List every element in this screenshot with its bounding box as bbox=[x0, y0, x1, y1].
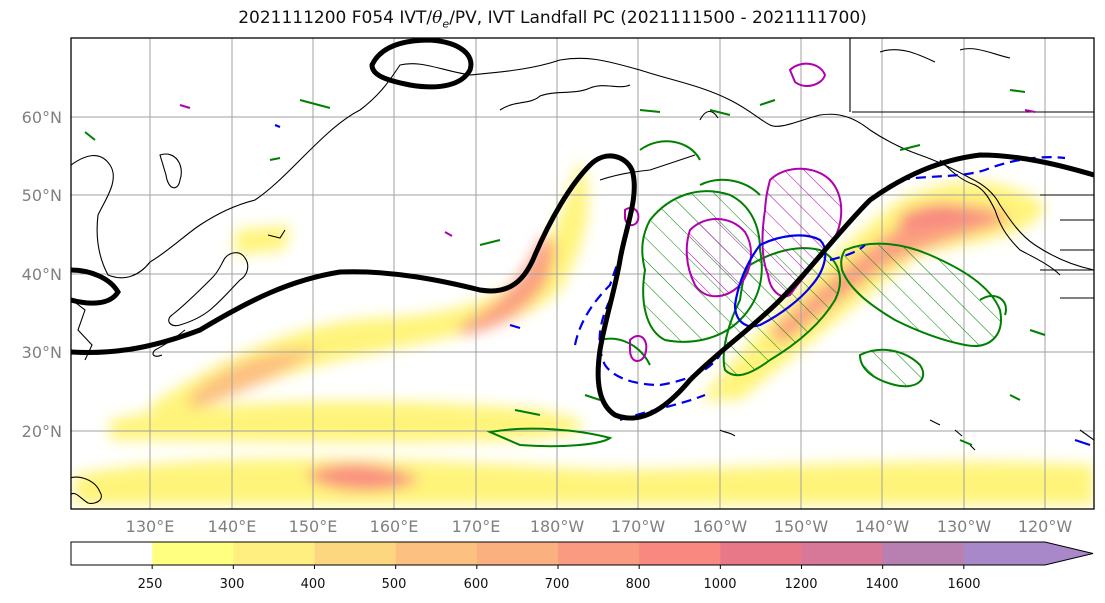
lon-label: 180°W bbox=[530, 517, 585, 536]
lon-label: 140°W bbox=[855, 517, 910, 536]
colorbar-cell bbox=[558, 542, 640, 565]
lon-label: 120°W bbox=[1018, 517, 1073, 536]
colorbar-cell bbox=[71, 542, 153, 565]
colorbar-tick-label: 400 bbox=[301, 577, 326, 592]
colorbar-tick-label: 1000 bbox=[703, 577, 736, 592]
colorbar-cell bbox=[476, 542, 559, 565]
lon-label: 160°E bbox=[370, 517, 419, 536]
colorbar-labels: 250 300 400 500 600 700 800 1000 1200 14… bbox=[138, 577, 981, 592]
lon-label: 150°E bbox=[289, 517, 338, 536]
colorbar-ticks bbox=[151, 565, 965, 569]
colorbar-tick-label: 600 bbox=[464, 577, 489, 592]
lon-label: 150°W bbox=[774, 517, 829, 536]
colorbar-tick-label: 1400 bbox=[865, 577, 898, 592]
theta-e-contours bbox=[71, 38, 1094, 421]
colorbar-extend-arrow bbox=[963, 542, 1093, 565]
lon-label: 130°E bbox=[126, 517, 175, 536]
colorbar-tick-label: 300 bbox=[220, 577, 245, 592]
longitude-labels: 130°E 140°E 150°E 160°E 170°E 180°W 170°… bbox=[126, 517, 1073, 536]
lon-label: 170°W bbox=[611, 517, 666, 536]
lat-label: 30°N bbox=[22, 343, 62, 362]
map-panel bbox=[70, 37, 1095, 510]
colorbar-cell bbox=[152, 542, 234, 565]
lon-label: 130°W bbox=[937, 517, 992, 536]
figure-title: 2021111200 F054 IVT/θe/PV, IVT Landfall … bbox=[238, 8, 867, 31]
lon-label: 140°E bbox=[208, 517, 257, 536]
map-gridlines bbox=[71, 38, 1094, 509]
colorbar-tick-label: 500 bbox=[382, 577, 407, 592]
colorbar: 250 300 400 500 600 700 800 1000 1200 14… bbox=[70, 541, 1094, 592]
lat-label: 20°N bbox=[22, 422, 62, 441]
lon-label: 170°E bbox=[452, 517, 501, 536]
colorbar-cell bbox=[395, 542, 478, 565]
colorbar-cell bbox=[720, 542, 802, 565]
lat-label: 50°N bbox=[22, 186, 62, 205]
colorbar-cell bbox=[882, 542, 965, 565]
colorbar-outline bbox=[70, 541, 1094, 566]
colorbar-tick-label: 250 bbox=[138, 577, 163, 592]
colorbar-tick-label: 800 bbox=[626, 577, 651, 592]
colorbar-cell bbox=[233, 542, 315, 565]
lat-label: 60°N bbox=[22, 108, 62, 127]
pc-magenta-contours bbox=[179, 62, 1036, 362]
lon-label: 160°W bbox=[693, 517, 748, 536]
map-frame bbox=[70, 37, 1095, 510]
colorbar-tick-label: 700 bbox=[545, 577, 570, 592]
colorbar-tick-label: 1600 bbox=[947, 577, 980, 592]
colorbar-cell bbox=[314, 542, 397, 565]
colorbar-tick-label: 1200 bbox=[784, 577, 817, 592]
colorbar-cells bbox=[71, 542, 1093, 565]
colorbar-cell bbox=[801, 542, 884, 565]
colorbar-cell bbox=[639, 542, 721, 565]
lat-label: 40°N bbox=[22, 265, 62, 284]
latitude-labels: 60°N 50°N 40°N 30°N 20°N bbox=[22, 108, 62, 441]
